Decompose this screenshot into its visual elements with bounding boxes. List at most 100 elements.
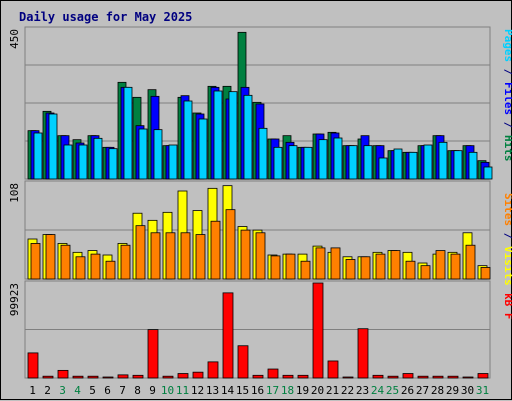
bar-kb-f-day-10 [162, 375, 174, 379]
day-label-20: 20 [311, 384, 324, 397]
bar-sites-day-11 [180, 232, 191, 280]
panel-1-legend-label: Pages / Files / Hits [502, 29, 512, 162]
legend-sites: Sites [502, 193, 512, 226]
bar-sites-day-4 [75, 256, 86, 280]
legend-visits: Visits [502, 246, 512, 286]
bar-sites-day-31 [480, 267, 491, 280]
legend-files: Files [502, 82, 512, 115]
bar-sites-day-12 [195, 234, 206, 280]
bar-pages-day-29 [453, 150, 463, 180]
day-label-22: 22 [341, 384, 354, 397]
bar-sites-day-21 [330, 247, 341, 280]
day-label-14: 14 [221, 384, 235, 397]
chart-title: Daily usage for May 2025 [19, 10, 192, 24]
bar-pages-day-9 [153, 129, 163, 180]
bar-sites-day-9 [150, 232, 161, 280]
bar-pages-day-3 [63, 144, 73, 180]
bar-kb-f-day-17 [267, 368, 279, 379]
day-label-2: 2 [44, 384, 51, 397]
day-label-19: 19 [296, 384, 309, 397]
bar-pages-day-14 [228, 91, 238, 180]
bar-sites-day-26 [405, 260, 416, 280]
bar-sites-day-13 [210, 220, 221, 280]
bar-kb-f-day-20 [312, 282, 324, 379]
bar-kb-f-day-30 [462, 376, 474, 379]
day-label-28: 28 [431, 384, 444, 397]
day-label-26: 26 [401, 384, 414, 397]
day-label-6: 6 [104, 384, 111, 397]
day-label-1: 1 [29, 384, 36, 397]
day-label-7: 7 [119, 384, 126, 397]
bar-sites-day-6 [105, 260, 116, 280]
day-label-8: 8 [134, 384, 141, 397]
bar-sites-day-16 [255, 232, 266, 280]
day-label-29: 29 [446, 384, 459, 397]
bar-pages-day-1 [33, 132, 43, 180]
bar-sites-day-22 [345, 259, 356, 280]
bar-sites-day-19 [300, 260, 311, 280]
panel-1-ymax-label: 450 [8, 29, 21, 49]
day-label-9: 9 [149, 384, 156, 397]
day-label-15: 15 [236, 384, 249, 397]
bar-pages-day-20 [318, 139, 328, 180]
bar-pages-day-28 [438, 141, 448, 180]
bar-sites-day-23 [360, 256, 371, 280]
bar-sites-day-1 [30, 243, 41, 280]
day-label-4: 4 [74, 384, 81, 397]
bar-sites-day-24 [375, 253, 386, 280]
bar-pages-day-24 [378, 157, 388, 180]
bar-sites-day-14 [225, 209, 236, 280]
bar-pages-day-23 [363, 145, 373, 180]
day-label-31: 31 [476, 384, 489, 397]
bar-sites-day-20 [315, 247, 326, 280]
bar-pages-day-4 [78, 144, 88, 180]
panel-3-legend-label: kB F [502, 293, 512, 320]
legend-separator: / [502, 226, 512, 246]
bar-kb-f-day-7 [117, 374, 129, 379]
day-label-18: 18 [281, 384, 294, 397]
bar-kb-f-day-9 [147, 329, 159, 379]
day-label-12: 12 [191, 384, 204, 397]
bar-sites-day-5 [90, 253, 101, 280]
bar-pages-day-25 [393, 148, 403, 180]
day-label-3: 3 [59, 384, 66, 397]
legend-pages: Pages [502, 29, 512, 62]
bar-sites-day-30 [465, 244, 476, 280]
bar-pages-day-31 [483, 166, 493, 180]
bar-pages-day-10 [168, 144, 178, 180]
panel-2-legend-label: Sites / Visits [502, 193, 512, 286]
bar-pages-day-12 [198, 118, 208, 180]
panel-3-ymax-label: 99923 [8, 283, 21, 316]
bar-kb-f-day-31 [477, 373, 489, 379]
bar-kb-f-day-27 [417, 375, 429, 379]
bar-pages-day-11 [183, 100, 193, 180]
bar-kb-f-day-13 [207, 361, 219, 379]
bar-pages-day-8 [138, 128, 148, 180]
bar-pages-day-27 [423, 144, 433, 180]
bar-pages-day-17 [273, 146, 283, 180]
bar-sites-day-7 [120, 244, 131, 280]
bar-sites-day-3 [60, 244, 71, 280]
bar-sites-day-18 [285, 253, 296, 280]
bar-kb-f-day-12 [192, 371, 204, 379]
bar-kb-f-day-11 [177, 373, 189, 379]
bar-pages-day-19 [303, 146, 313, 180]
legend-separator: / [502, 62, 512, 82]
bar-kb-f-day-1 [27, 352, 39, 379]
day-label-27: 27 [416, 384, 429, 397]
legend-separator: / [502, 115, 512, 135]
bar-kb-f-day-6 [102, 376, 114, 379]
bar-kb-f-day-2 [42, 375, 54, 379]
day-label-21: 21 [326, 384, 339, 397]
bar-sites-day-29 [450, 253, 461, 280]
bar-kb-f-day-16 [252, 374, 264, 379]
bar-pages-day-21 [333, 137, 343, 180]
bar-sites-day-25 [390, 250, 401, 280]
bar-kb-f-day-22 [342, 376, 354, 379]
bar-pages-day-5 [93, 137, 103, 180]
bar-kb-f-day-19 [297, 374, 309, 379]
legend-kb-f: kB F [502, 293, 512, 320]
bar-kb-f-day-24 [372, 374, 384, 379]
